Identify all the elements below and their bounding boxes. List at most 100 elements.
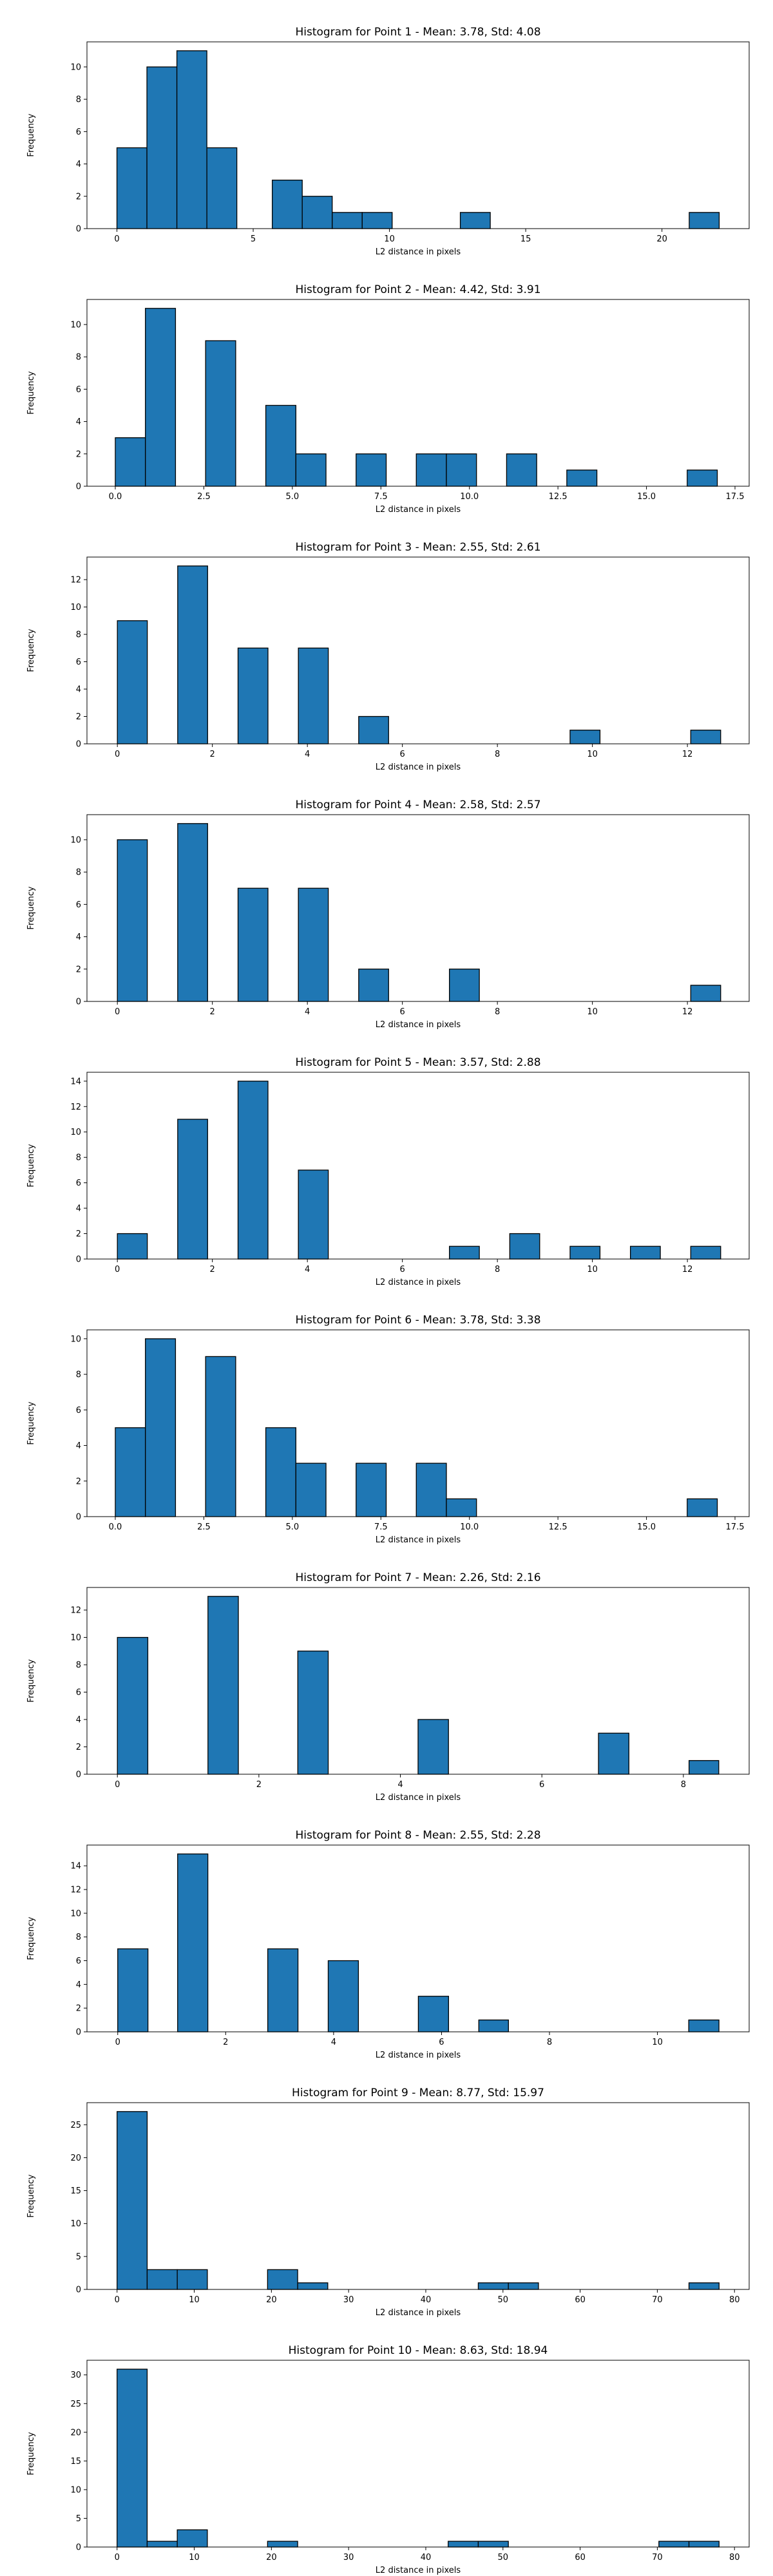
x-tick-label: 4 xyxy=(305,1265,310,1274)
histogram-bar xyxy=(690,1245,721,1260)
y-tick-label: 2 xyxy=(76,1229,81,1239)
y-tick-label: 4 xyxy=(76,160,81,169)
x-tick-label: 30 xyxy=(343,2295,354,2305)
y-tick-label: 6 xyxy=(76,900,81,910)
histogram-bar xyxy=(267,1948,299,2032)
y-tick-label: 8 xyxy=(76,1933,81,1942)
x-tick-label: 40 xyxy=(421,2295,432,2305)
histogram-bar xyxy=(446,1498,477,1517)
y-tick-label: 0 xyxy=(76,1255,81,1265)
x-tick-label: 0 xyxy=(115,2553,120,2562)
histogram-bar xyxy=(358,969,389,1002)
histogram-bar xyxy=(569,730,601,744)
histogram-bar xyxy=(569,1245,601,1260)
histogram-bar xyxy=(297,1651,329,1775)
x-tick-label: 6 xyxy=(400,750,405,759)
x-tick-label: 0 xyxy=(115,1780,120,1790)
chart-title: Histogram for Point 3 - Mean: 2.55, Std:… xyxy=(295,541,540,554)
histogram-bar xyxy=(301,196,333,229)
histogram-bar xyxy=(356,453,387,487)
x-tick-label: 10.0 xyxy=(460,492,479,502)
chart-title: Histogram for Point 9 - Mean: 8.77, Std:… xyxy=(292,2087,544,2099)
y-tick-label: 6 xyxy=(76,658,81,667)
y-tick-label: 2 xyxy=(76,2004,81,2014)
histogram-bar xyxy=(146,2541,178,2548)
histogram-bar xyxy=(145,308,177,487)
y-tick-label: 25 xyxy=(70,2400,81,2409)
x-tick-label: 20 xyxy=(266,2553,277,2562)
x-tick-label: 6 xyxy=(539,1780,544,1790)
x-axis-label: L2 distance in pixels xyxy=(376,1020,461,1030)
y-tick-label: 5 xyxy=(76,2514,81,2524)
chart-title: Histogram for Point 4 - Mean: 2.58, Std:… xyxy=(295,799,540,811)
x-tick-label: 2.5 xyxy=(197,1522,211,1532)
x-tick-label: 70 xyxy=(652,2553,663,2562)
y-tick-label: 6 xyxy=(76,1956,81,1966)
axes-frame xyxy=(86,2102,750,2290)
chart-title: Histogram for Point 2 - Mean: 4.42, Std:… xyxy=(295,283,540,296)
histogram-bar xyxy=(690,730,721,744)
histogram-bar xyxy=(688,2541,720,2548)
x-tick-label: 60 xyxy=(575,2553,586,2562)
histogram-bar xyxy=(117,1233,148,1260)
x-tick-label: 8 xyxy=(495,1007,500,1017)
histogram-bar xyxy=(146,66,178,229)
x-tick-label: 0 xyxy=(115,1265,120,1274)
y-tick-label: 20 xyxy=(70,2154,81,2163)
x-tick-label: 10 xyxy=(587,1265,598,1274)
y-tick-label: 0 xyxy=(76,1513,81,1522)
histogram-bar xyxy=(297,2282,329,2290)
x-tick-label: 0 xyxy=(115,750,120,759)
y-tick-label: 25 xyxy=(70,2121,81,2130)
y-tick-label: 10 xyxy=(70,62,81,72)
y-tick-label: 15 xyxy=(70,2457,81,2467)
y-tick-label: 10 xyxy=(70,603,81,612)
x-tick-label: 12 xyxy=(682,750,693,759)
histogram-bar xyxy=(459,212,491,229)
y-tick-label: 10 xyxy=(70,1633,81,1643)
x-tick-label: 0 xyxy=(114,234,119,244)
y-tick-label: 12 xyxy=(70,1886,81,1895)
chart-title: Histogram for Point 8 - Mean: 2.55, Std:… xyxy=(295,1829,540,1842)
x-tick-label: 2 xyxy=(210,1007,215,1017)
y-tick-label: 0 xyxy=(76,2028,81,2038)
histogram-bar xyxy=(449,969,480,1002)
x-axis-label: L2 distance in pixels xyxy=(376,1535,461,1545)
histogram-bar xyxy=(207,1596,239,1775)
x-tick-label: 50 xyxy=(498,2553,509,2562)
y-axis-label: Frequency xyxy=(26,2432,36,2475)
y-tick-label: 2 xyxy=(76,712,81,722)
y-tick-label: 0 xyxy=(76,998,81,1007)
histogram-bar xyxy=(356,1463,387,1517)
y-tick-label: 10 xyxy=(70,1334,81,1344)
histogram-bar xyxy=(477,2282,509,2290)
histogram-bar xyxy=(687,1498,718,1517)
histogram-bar xyxy=(295,1463,327,1517)
histogram-bar xyxy=(115,1427,146,1517)
y-tick-label: 8 xyxy=(76,1153,81,1163)
axes-frame xyxy=(86,41,750,229)
y-tick-label: 20 xyxy=(70,2428,81,2438)
y-tick-label: 6 xyxy=(76,1406,81,1416)
x-tick-label: 8 xyxy=(495,750,500,759)
histogram-bar xyxy=(448,2541,479,2548)
histogram-bar xyxy=(358,715,389,744)
x-axis-label: L2 distance in pixels xyxy=(376,2308,461,2318)
histogram-bar xyxy=(295,453,327,487)
x-tick-label: 10 xyxy=(587,1007,598,1017)
histogram-bar xyxy=(446,453,477,487)
histogram-bar xyxy=(117,839,148,1002)
histogram-panel: 0 10 20 30 40 50 60 70 80 0 5 10 15 20 25 30 Histogram f… xyxy=(26,2344,750,2575)
x-tick-label: 10 xyxy=(189,2553,200,2562)
histogram-bar xyxy=(146,2269,178,2290)
histogram-bar xyxy=(415,453,447,487)
x-axis-label: L2 distance in pixels xyxy=(376,2566,461,2575)
y-tick-label: 14 xyxy=(70,1077,81,1086)
x-tick-label: 60 xyxy=(575,2295,586,2305)
histogram-panel: 0 2 4 6 8 10 12 0 2 4 6 8 10 12 Histogram for Point 3 … xyxy=(26,541,750,772)
y-tick-label: 0 xyxy=(76,2286,81,2295)
y-tick-label: 12 xyxy=(70,576,81,585)
axes-frame xyxy=(86,1072,750,1260)
histogram-bar xyxy=(658,2541,690,2548)
histogram-panel: 0 10 20 30 40 50 60 70 80 0 5 10 15 20 25 Histogram for… xyxy=(26,2087,750,2318)
